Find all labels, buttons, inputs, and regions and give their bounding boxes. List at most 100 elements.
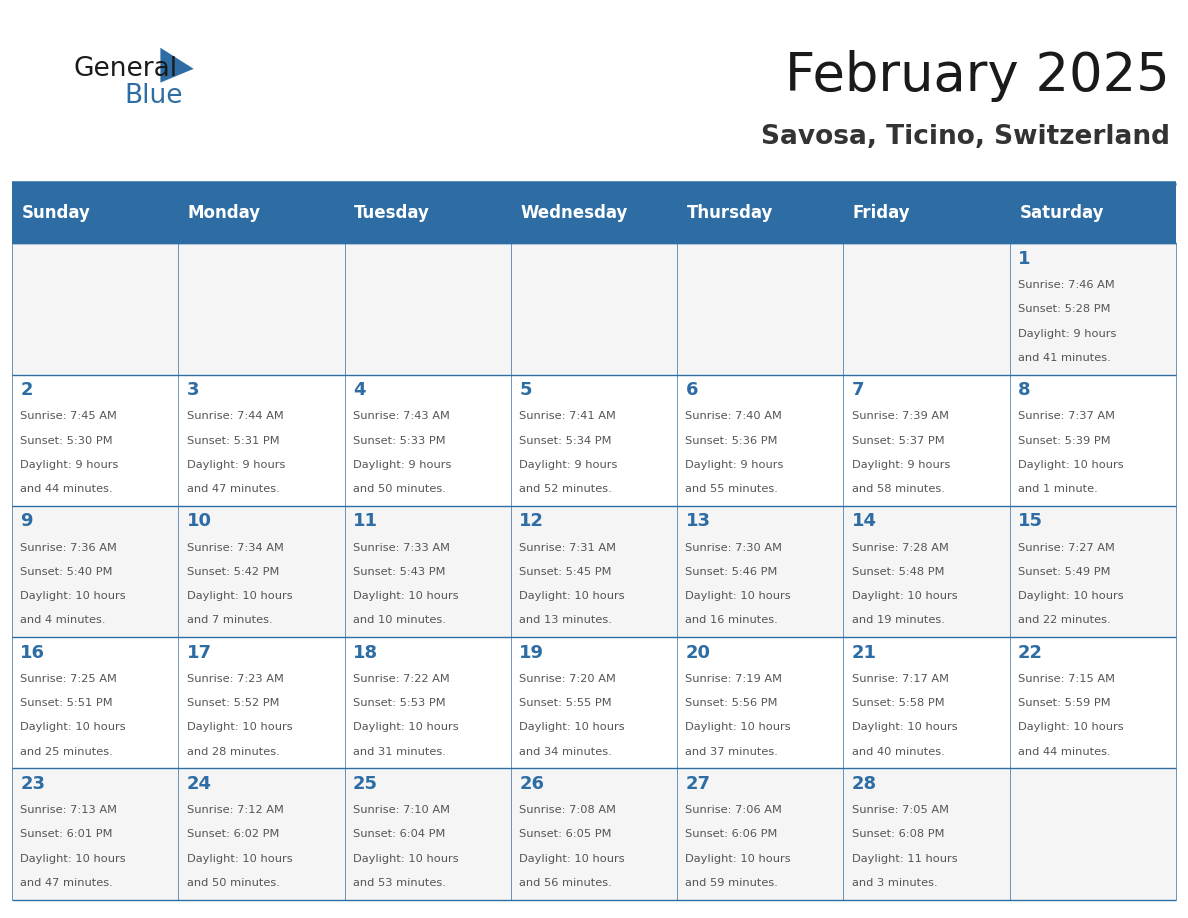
Text: 16: 16 [20, 644, 45, 662]
Text: 9: 9 [20, 512, 33, 531]
Text: Thursday: Thursday [687, 205, 773, 222]
Text: Friday: Friday [853, 205, 911, 222]
Text: Daylight: 10 hours: Daylight: 10 hours [519, 854, 625, 864]
Bar [345, 506, 511, 637]
Text: Sunrise: 7:34 AM: Sunrise: 7:34 AM [187, 543, 284, 553]
Text: 27: 27 [685, 775, 710, 793]
Text: Sunrise: 7:23 AM: Sunrise: 7:23 AM [187, 674, 284, 684]
Bar [843, 768, 1010, 900]
Text: and 25 minutes.: and 25 minutes. [20, 746, 113, 756]
Text: Daylight: 10 hours: Daylight: 10 hours [852, 722, 958, 733]
Polygon shape [160, 48, 194, 83]
Text: 14: 14 [852, 512, 877, 531]
Text: and 47 minutes.: and 47 minutes. [20, 878, 113, 888]
Text: Daylight: 9 hours: Daylight: 9 hours [852, 460, 950, 470]
Text: Daylight: 10 hours: Daylight: 10 hours [353, 591, 459, 601]
Text: and 31 minutes.: and 31 minutes. [353, 746, 446, 756]
Text: and 34 minutes.: and 34 minutes. [519, 746, 612, 756]
Text: Sunset: 5:51 PM: Sunset: 5:51 PM [20, 698, 113, 708]
Text: Sunrise: 7:36 AM: Sunrise: 7:36 AM [20, 543, 118, 553]
Text: and 3 minutes.: and 3 minutes. [852, 878, 937, 888]
Text: and 13 minutes.: and 13 minutes. [519, 615, 612, 625]
Text: and 7 minutes.: and 7 minutes. [187, 615, 272, 625]
Text: Daylight: 10 hours: Daylight: 10 hours [685, 591, 791, 601]
Text: Daylight: 10 hours: Daylight: 10 hours [187, 722, 292, 733]
Bar [12, 506, 178, 637]
Text: General: General [74, 56, 178, 82]
Text: Daylight: 11 hours: Daylight: 11 hours [852, 854, 958, 864]
Text: Sunset: 5:40 PM: Sunset: 5:40 PM [20, 566, 113, 577]
Text: Blue: Blue [125, 84, 183, 109]
Bar [178, 637, 345, 768]
Text: Sunset: 5:43 PM: Sunset: 5:43 PM [353, 566, 446, 577]
Text: Sunset: 5:59 PM: Sunset: 5:59 PM [1018, 698, 1111, 708]
Bar [1010, 243, 1176, 375]
Text: Sunrise: 7:13 AM: Sunrise: 7:13 AM [20, 805, 118, 815]
Text: Sunset: 5:58 PM: Sunset: 5:58 PM [852, 698, 944, 708]
Text: 8: 8 [1018, 381, 1031, 399]
Text: and 52 minutes.: and 52 minutes. [519, 484, 612, 494]
Text: Daylight: 10 hours: Daylight: 10 hours [685, 722, 791, 733]
Text: Sunrise: 7:37 AM: Sunrise: 7:37 AM [1018, 411, 1116, 421]
Text: 6: 6 [685, 381, 699, 399]
Text: Sunset: 5:52 PM: Sunset: 5:52 PM [187, 698, 279, 708]
Text: Daylight: 10 hours: Daylight: 10 hours [20, 854, 126, 864]
Text: Sunday: Sunday [21, 205, 90, 222]
Text: Sunset: 6:02 PM: Sunset: 6:02 PM [187, 829, 279, 839]
Text: Sunset: 5:45 PM: Sunset: 5:45 PM [519, 566, 612, 577]
Text: Sunset: 5:55 PM: Sunset: 5:55 PM [519, 698, 612, 708]
Text: 12: 12 [519, 512, 544, 531]
Text: Sunrise: 7:40 AM: Sunrise: 7:40 AM [685, 411, 783, 421]
Text: Daylight: 9 hours: Daylight: 9 hours [685, 460, 784, 470]
Text: and 19 minutes.: and 19 minutes. [852, 615, 944, 625]
Bar [178, 243, 345, 375]
Text: 22: 22 [1018, 644, 1043, 662]
Text: Sunrise: 7:45 AM: Sunrise: 7:45 AM [20, 411, 118, 421]
Text: and 59 minutes.: and 59 minutes. [685, 878, 778, 888]
Text: Sunrise: 7:30 AM: Sunrise: 7:30 AM [685, 543, 783, 553]
Bar [1010, 768, 1176, 900]
Bar [843, 506, 1010, 637]
Text: Daylight: 10 hours: Daylight: 10 hours [353, 854, 459, 864]
Text: Tuesday: Tuesday [354, 205, 430, 222]
Bar [345, 637, 511, 768]
Text: Sunrise: 7:27 AM: Sunrise: 7:27 AM [1018, 543, 1116, 553]
Text: Daylight: 10 hours: Daylight: 10 hours [852, 591, 958, 601]
Text: Sunrise: 7:41 AM: Sunrise: 7:41 AM [519, 411, 617, 421]
Text: Sunset: 6:04 PM: Sunset: 6:04 PM [353, 829, 446, 839]
Text: Sunrise: 7:10 AM: Sunrise: 7:10 AM [353, 805, 450, 815]
Text: Sunset: 6:06 PM: Sunset: 6:06 PM [685, 829, 778, 839]
Text: Sunset: 5:42 PM: Sunset: 5:42 PM [187, 566, 279, 577]
Text: and 37 minutes.: and 37 minutes. [685, 746, 778, 756]
Text: 4: 4 [353, 381, 366, 399]
Text: Sunrise: 7:22 AM: Sunrise: 7:22 AM [353, 674, 449, 684]
Bar [511, 243, 677, 375]
Text: 15: 15 [1018, 512, 1043, 531]
Text: February 2025: February 2025 [785, 50, 1170, 103]
Text: Daylight: 9 hours: Daylight: 9 hours [353, 460, 451, 470]
Bar [345, 375, 511, 506]
Text: and 44 minutes.: and 44 minutes. [1018, 746, 1111, 756]
Text: Daylight: 10 hours: Daylight: 10 hours [353, 722, 459, 733]
Bar [1010, 375, 1176, 506]
Text: Daylight: 10 hours: Daylight: 10 hours [519, 722, 625, 733]
Text: Sunset: 5:48 PM: Sunset: 5:48 PM [852, 566, 944, 577]
Text: Sunrise: 7:15 AM: Sunrise: 7:15 AM [1018, 674, 1116, 684]
Text: 10: 10 [187, 512, 211, 531]
Text: Sunset: 5:37 PM: Sunset: 5:37 PM [852, 435, 944, 445]
Text: 13: 13 [685, 512, 710, 531]
Bar [511, 637, 677, 768]
Text: 21: 21 [852, 644, 877, 662]
Bar [345, 768, 511, 900]
Text: Sunrise: 7:05 AM: Sunrise: 7:05 AM [852, 805, 949, 815]
Text: 18: 18 [353, 644, 378, 662]
Text: 11: 11 [353, 512, 378, 531]
Text: Sunset: 5:33 PM: Sunset: 5:33 PM [353, 435, 446, 445]
Text: and 58 minutes.: and 58 minutes. [852, 484, 944, 494]
Text: Sunset: 5:53 PM: Sunset: 5:53 PM [353, 698, 446, 708]
Bar [1010, 506, 1176, 637]
Text: and 22 minutes.: and 22 minutes. [1018, 615, 1111, 625]
Text: Sunset: 6:05 PM: Sunset: 6:05 PM [519, 829, 612, 839]
Text: Sunset: 6:01 PM: Sunset: 6:01 PM [20, 829, 113, 839]
Text: and 10 minutes.: and 10 minutes. [353, 615, 446, 625]
